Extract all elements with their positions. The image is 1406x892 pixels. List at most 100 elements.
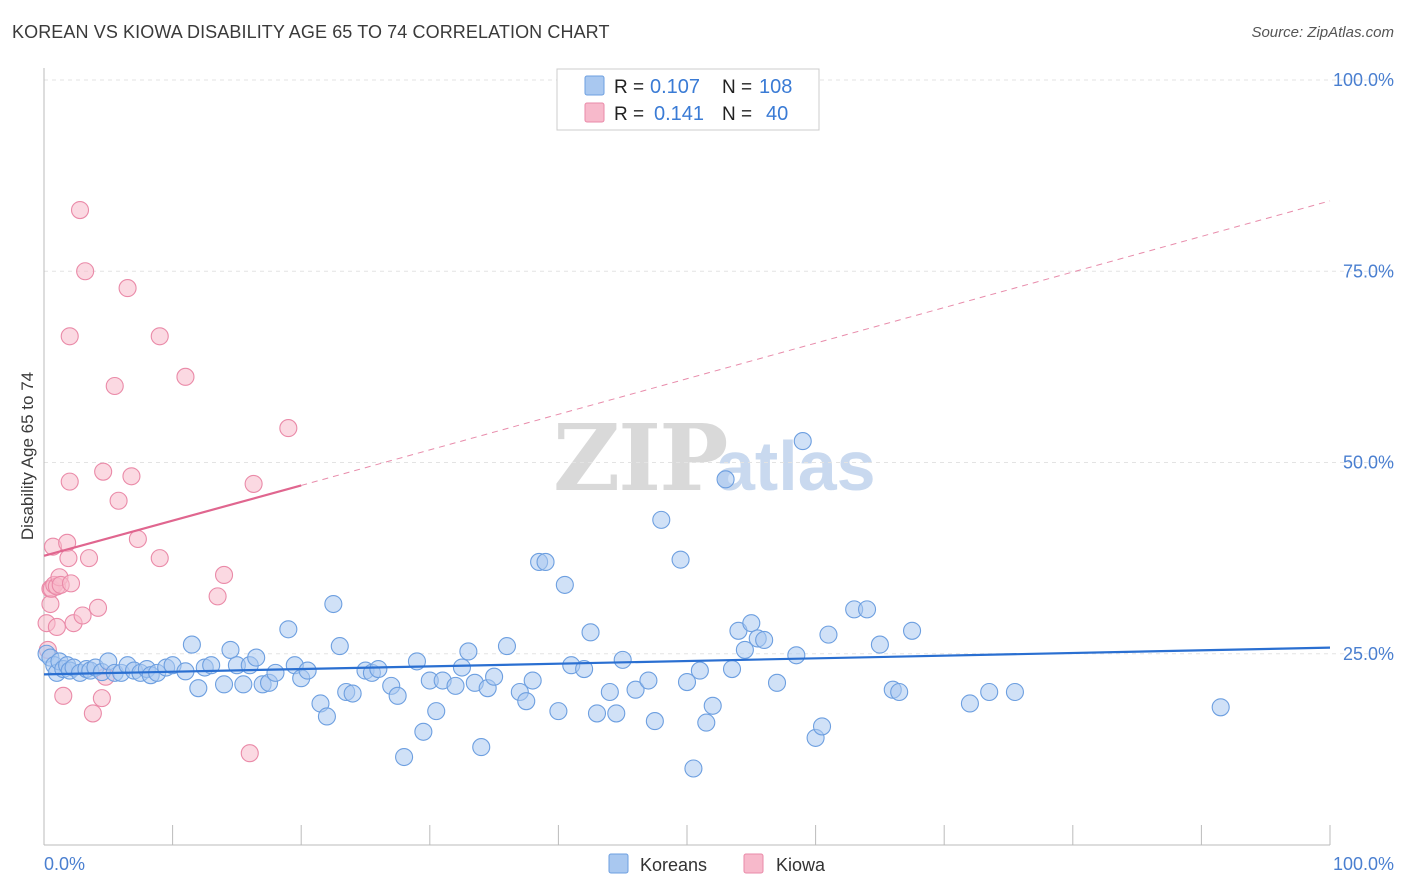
korean-point-76 bbox=[575, 659, 594, 679]
korean-point-92 bbox=[716, 470, 735, 489]
kiowa-point-16 bbox=[61, 574, 81, 593]
korean-point-81 bbox=[613, 650, 632, 669]
kiowa-point-21 bbox=[79, 549, 99, 568]
korean-point-106 bbox=[857, 600, 877, 619]
kiowa-point-31 bbox=[128, 529, 147, 549]
kiowa-point-23 bbox=[88, 598, 108, 617]
chart-title: KOREAN VS KIOWA DISABILITY AGE 65 TO 74 … bbox=[12, 22, 610, 42]
korean-point-39 bbox=[279, 620, 298, 639]
korean-point-112 bbox=[980, 682, 999, 702]
korean-point-104 bbox=[819, 625, 838, 644]
gridlines bbox=[44, 79, 1394, 655]
kiowa-point-11 bbox=[54, 686, 73, 705]
korean-point-64 bbox=[472, 738, 491, 757]
korean-point-58 bbox=[427, 702, 446, 721]
korean-point-85 bbox=[652, 510, 671, 529]
korean-point-110 bbox=[902, 621, 922, 640]
korean-point-101 bbox=[793, 432, 812, 451]
korean-point-46 bbox=[330, 637, 349, 656]
korean-point-90 bbox=[697, 713, 716, 732]
korean-point-33 bbox=[234, 675, 253, 694]
korean-point-29 bbox=[202, 656, 221, 675]
bottom-legend-swatch-koreans bbox=[608, 853, 629, 874]
korean-point-35 bbox=[247, 648, 266, 667]
kiowa-trend-line-extended bbox=[301, 200, 1331, 486]
korean-point-79 bbox=[600, 682, 619, 702]
korean-point-80 bbox=[607, 704, 626, 723]
legend-r-value-kiowa: 0.141 bbox=[654, 103, 704, 125]
legend-r-value-koreans: 0.107 bbox=[650, 76, 700, 98]
watermark-zip: ZIP bbox=[553, 404, 726, 512]
kiowa-point-32 bbox=[150, 549, 169, 568]
korean-point-113 bbox=[1005, 682, 1024, 702]
x-tick-label-max: 100.0% bbox=[1333, 854, 1394, 874]
kiowa-point-39 bbox=[279, 419, 298, 438]
kiowa-point-27 bbox=[105, 376, 124, 396]
kiowa-point-38 bbox=[244, 474, 263, 493]
korean-point-114 bbox=[1211, 698, 1230, 717]
legend-swatch-koreans bbox=[584, 75, 605, 96]
korean-point-51 bbox=[369, 659, 388, 679]
kiowa-point-7 bbox=[47, 617, 66, 637]
kiowa-point-20 bbox=[76, 262, 95, 281]
korean-point-67 bbox=[497, 637, 517, 656]
legend-n-label-kiowa: N = bbox=[722, 104, 752, 125]
korean-point-100 bbox=[787, 646, 806, 665]
kiowa-point-30 bbox=[122, 467, 141, 486]
korean-point-89 bbox=[690, 661, 709, 680]
korean-point-74 bbox=[555, 575, 574, 594]
kiowa-point-34 bbox=[176, 367, 195, 386]
bottom-legend-swatch-kiowa bbox=[743, 853, 764, 874]
watermark: ZIP atlas bbox=[553, 404, 876, 512]
korean-point-91 bbox=[703, 696, 722, 715]
legend-r-label-koreans: R = bbox=[614, 77, 644, 98]
kiowa-point-36 bbox=[214, 565, 234, 585]
kiowa-point-24 bbox=[92, 689, 111, 708]
korean-point-69 bbox=[517, 692, 536, 711]
kiowa-point-3 bbox=[41, 594, 60, 614]
korean-point-61 bbox=[452, 658, 472, 677]
korean-point-98 bbox=[755, 630, 774, 650]
korean-point-83 bbox=[639, 671, 658, 690]
korean-point-96 bbox=[742, 614, 761, 633]
korean-point-38 bbox=[266, 663, 285, 682]
y-axis-title: Disability Age 65 to 74 bbox=[18, 372, 37, 540]
korean-point-56 bbox=[414, 722, 433, 741]
korean-point-99 bbox=[767, 673, 787, 692]
korean-point-27 bbox=[189, 679, 208, 698]
korean-point-88 bbox=[684, 759, 703, 778]
korean-point-48 bbox=[343, 684, 362, 703]
x-tick-label-min: 0.0% bbox=[44, 854, 85, 874]
korean-point-30 bbox=[214, 675, 234, 694]
korean-point-107 bbox=[870, 635, 889, 654]
korean-point-86 bbox=[671, 550, 690, 569]
legend: R = 0.107 N = 108 R = 0.141 N = 40 bbox=[556, 68, 820, 131]
kiowa-point-14 bbox=[60, 472, 79, 491]
korean-point-77 bbox=[581, 623, 600, 642]
korean-point-95 bbox=[735, 640, 754, 659]
kiowa-point-29 bbox=[118, 279, 137, 298]
korean-point-78 bbox=[587, 704, 607, 723]
korean-point-93 bbox=[722, 659, 742, 679]
korean-point-111 bbox=[960, 694, 979, 713]
korean-point-60 bbox=[446, 676, 465, 695]
korean-point-109 bbox=[890, 682, 909, 702]
korean-point-44 bbox=[317, 707, 336, 726]
kiowa-point-35 bbox=[208, 587, 227, 606]
korean-point-26 bbox=[182, 635, 201, 654]
kiowa-point-28 bbox=[109, 491, 128, 510]
kiowa-trend-line bbox=[43, 484, 302, 557]
korean-point-72 bbox=[536, 552, 555, 572]
kiowa-point-18 bbox=[70, 201, 90, 220]
legend-n-label-koreans: N = bbox=[722, 77, 752, 98]
bottom-legend: Koreans Kiowa bbox=[608, 853, 826, 875]
korean-point-53 bbox=[388, 686, 407, 705]
y-tick-label-75: 75.0% bbox=[1343, 261, 1394, 281]
y-tick-label-100: 100.0% bbox=[1333, 70, 1394, 90]
korean-trend-line bbox=[43, 646, 1331, 676]
korean-point-42 bbox=[298, 661, 317, 680]
korean-point-70 bbox=[523, 671, 542, 690]
kiowa-point-19 bbox=[73, 606, 92, 625]
trend-lines bbox=[43, 200, 1331, 676]
